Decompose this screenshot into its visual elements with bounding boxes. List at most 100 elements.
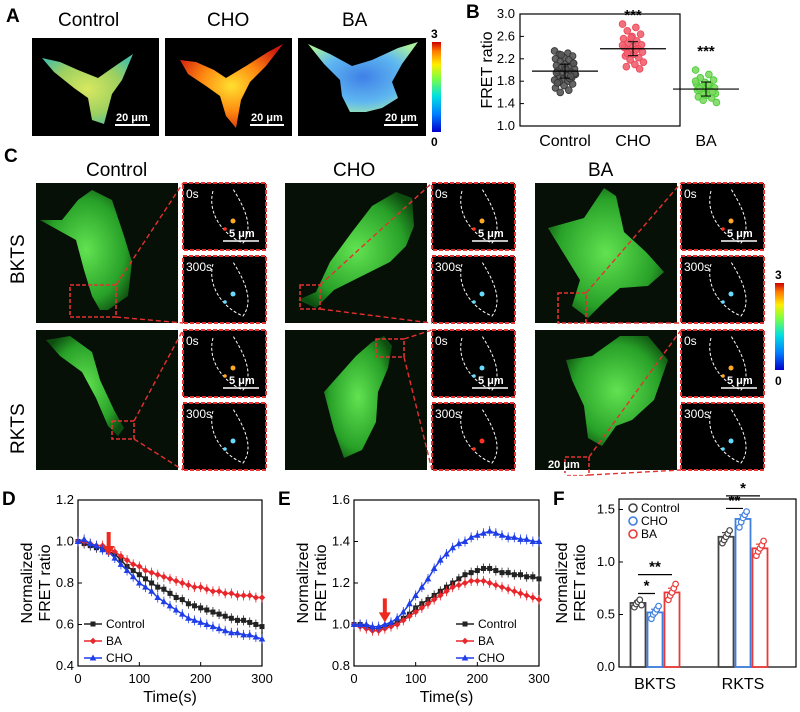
time-label: 0s bbox=[684, 334, 697, 348]
x-tick-label: 200 bbox=[190, 671, 212, 686]
data-point bbox=[369, 623, 376, 630]
data-point bbox=[481, 565, 486, 571]
y-axis-label-line1: Normalized bbox=[295, 543, 312, 624]
data-point bbox=[424, 575, 432, 582]
data-point bbox=[474, 531, 481, 538]
data-point bbox=[154, 571, 161, 578]
cell-outline bbox=[460, 335, 498, 391]
data-point bbox=[123, 556, 131, 564]
zoom-connector bbox=[588, 329, 682, 458]
data-point bbox=[523, 535, 530, 542]
data-point bbox=[142, 567, 149, 574]
data-point bbox=[393, 621, 401, 628]
cell-outline bbox=[709, 335, 747, 391]
data-point bbox=[123, 567, 131, 574]
data-point bbox=[179, 579, 186, 587]
fret-spot bbox=[230, 291, 236, 297]
data-point bbox=[627, 33, 635, 42]
panel-d: D 0 100 200 300 0.4 0.6 0.8 1.0 1.2 Time(s) Normal… bbox=[2, 489, 273, 706]
cell-outline bbox=[709, 188, 747, 244]
zoom-connector bbox=[133, 438, 184, 471]
data-point bbox=[504, 533, 512, 540]
fret-spot bbox=[230, 365, 236, 371]
y-tick-label: 2.2 bbox=[497, 51, 515, 66]
cell-outline bbox=[460, 261, 498, 317]
data-point bbox=[258, 635, 266, 642]
y-axis-label-line2: FRET ratio bbox=[572, 544, 589, 621]
data-point bbox=[480, 577, 487, 585]
data-point bbox=[241, 617, 247, 623]
data-point bbox=[148, 569, 155, 576]
data-point bbox=[564, 86, 573, 94]
time-label: 0s bbox=[186, 187, 199, 201]
scale-bar-label: 20 μm bbox=[116, 112, 148, 124]
scale-bar-label: 5 μm bbox=[229, 228, 255, 240]
data-point bbox=[375, 623, 382, 630]
data-point bbox=[136, 563, 143, 570]
zoom-connector bbox=[115, 182, 184, 286]
cell-outline bbox=[211, 408, 249, 464]
legend-label: Control bbox=[106, 617, 145, 631]
fret-spot bbox=[223, 374, 227, 378]
data-point bbox=[635, 65, 644, 73]
data-point bbox=[363, 621, 370, 627]
data-point bbox=[240, 631, 247, 638]
bar-ba bbox=[751, 547, 769, 668]
data-point bbox=[486, 527, 493, 534]
data-point bbox=[623, 49, 632, 57]
data-point bbox=[117, 552, 125, 560]
time-label: 300s bbox=[186, 260, 212, 274]
zoom-connector bbox=[319, 308, 433, 324]
data-point bbox=[74, 538, 82, 544]
inset-image bbox=[680, 329, 765, 398]
x-tick-label: BA bbox=[695, 133, 717, 150]
panel-a-title-ba: BA bbox=[342, 10, 368, 31]
data-point bbox=[234, 592, 241, 599]
zoom-connector bbox=[588, 469, 682, 476]
data-point bbox=[626, 56, 634, 64]
data-point bbox=[148, 587, 155, 594]
data-point bbox=[691, 77, 700, 85]
cell-outline bbox=[709, 261, 747, 317]
significance-stars: ** bbox=[729, 492, 741, 509]
cell-fluorescence bbox=[40, 190, 132, 310]
inset-image bbox=[680, 255, 765, 324]
data-point bbox=[155, 584, 161, 590]
y-tick-label: 1.4 bbox=[332, 534, 350, 549]
colorbar-min: 0 bbox=[431, 135, 438, 149]
scale-bar-label: 5 μm bbox=[229, 375, 255, 387]
x-axis-label: Time(s) bbox=[143, 689, 197, 706]
stimulus-arrow bbox=[102, 532, 115, 557]
significance-stars: *** bbox=[624, 7, 642, 24]
fret-spot bbox=[472, 374, 476, 378]
data-point bbox=[111, 554, 119, 561]
y-tick-label: 1.6 bbox=[332, 492, 350, 507]
significance-stars: * bbox=[740, 480, 746, 497]
time-label: 0s bbox=[435, 334, 448, 348]
data-point bbox=[705, 70, 713, 79]
data-point bbox=[529, 538, 537, 544]
data-point bbox=[492, 581, 500, 589]
legend-label: Control bbox=[641, 501, 680, 515]
data-point bbox=[535, 538, 543, 544]
panel-label-a: A bbox=[6, 6, 20, 27]
zoom-region-box bbox=[375, 338, 405, 358]
time-label: 0s bbox=[435, 187, 448, 201]
data-point bbox=[203, 621, 211, 627]
data-point bbox=[130, 561, 137, 568]
row-label-rkts: RKTS bbox=[8, 403, 29, 454]
data-point bbox=[136, 579, 143, 586]
y-tick-label: 1.0 bbox=[597, 554, 615, 569]
panel-label-f: F bbox=[553, 489, 565, 510]
data-point bbox=[247, 619, 253, 625]
data-point bbox=[437, 592, 444, 599]
data-point bbox=[552, 69, 561, 77]
x-tick-label: 300 bbox=[528, 671, 550, 686]
data-point bbox=[726, 527, 733, 534]
data-point bbox=[210, 609, 216, 615]
legend-label: CHO bbox=[641, 514, 668, 528]
data-point bbox=[523, 592, 530, 599]
cell-fluorescence bbox=[46, 336, 124, 436]
data-point bbox=[487, 565, 493, 571]
colorbar-max: 3 bbox=[431, 27, 438, 41]
